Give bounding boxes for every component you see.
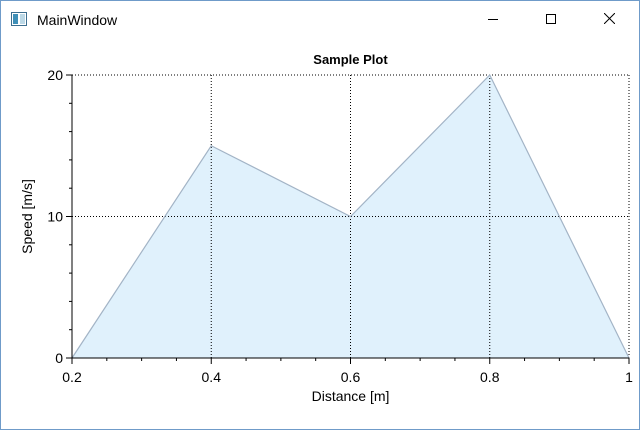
close-icon <box>603 11 615 29</box>
chart-title: Sample Plot <box>313 52 388 67</box>
x-tick-label: 1 <box>625 369 633 385</box>
app-icon <box>11 12 27 26</box>
minimize-button[interactable] <box>470 1 516 38</box>
y-axis-label: Speed [m/s] <box>19 179 35 254</box>
y-tick-label: 0 <box>55 350 63 366</box>
plot-view[interactable]: Sample Plot 0 10 20 0.2 0.4 0.6 0.8 1 Distance [m… <box>1 38 639 429</box>
x-tick-label: 0.6 <box>341 369 361 385</box>
close-button[interactable] <box>586 1 632 38</box>
x-tick-label: 0.2 <box>62 369 82 385</box>
title-bar[interactable]: MainWindow <box>1 1 639 38</box>
minimize-icon <box>488 11 498 29</box>
maximize-icon <box>546 11 556 29</box>
maximize-button[interactable] <box>528 1 574 38</box>
y-tick-label: 10 <box>47 209 63 225</box>
y-tick-label: 20 <box>47 67 63 83</box>
x-axis-label: Distance [m] <box>312 388 390 404</box>
x-tick-label: 0.8 <box>480 369 500 385</box>
window-title: MainWindow <box>37 12 118 28</box>
x-tick-label: 0.4 <box>202 369 222 385</box>
chart-svg: Sample Plot 0 10 20 0.2 0.4 0.6 0.8 1 Distance [m… <box>19 52 633 404</box>
